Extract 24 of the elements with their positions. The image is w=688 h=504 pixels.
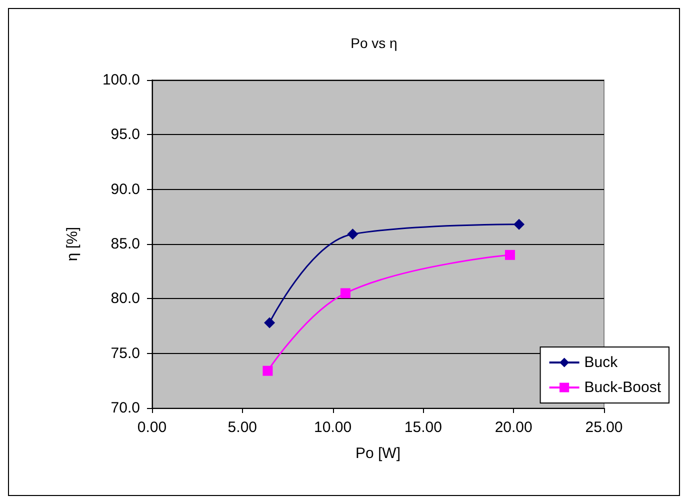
point	[340, 288, 350, 298]
legend-label: Buck	[584, 354, 618, 371]
y-tick-label: 75.0	[110, 344, 140, 362]
y-tick-label: 95.0	[110, 126, 140, 144]
x-tick-label: 20.00	[494, 419, 532, 436]
x-tick-label: 5.00	[228, 419, 257, 436]
x-tick-label: 15.00	[404, 419, 442, 436]
point	[514, 218, 525, 230]
chart-title: Po vs η	[350, 35, 398, 51]
y-tick-label: 85.0	[110, 236, 140, 252]
x-tick-label: 0.00	[137, 419, 167, 436]
y-tick-label: 100.0	[102, 72, 140, 88]
x-axis-title: Po [W]	[355, 445, 401, 462]
x-tick-label: 10.00	[314, 419, 352, 436]
point	[264, 317, 276, 328]
legend-label: Buck-Boost	[584, 379, 662, 396]
x-tick-label: 25.00	[585, 419, 623, 436]
y-axis-title: η [%]	[64, 226, 81, 262]
y-tick-label: 90.0	[110, 180, 140, 198]
y-tick-label: 70.0	[110, 400, 140, 416]
y-tick-label: 80.0	[110, 290, 140, 308]
point	[504, 250, 515, 260]
point	[262, 366, 273, 376]
point	[347, 228, 358, 240]
